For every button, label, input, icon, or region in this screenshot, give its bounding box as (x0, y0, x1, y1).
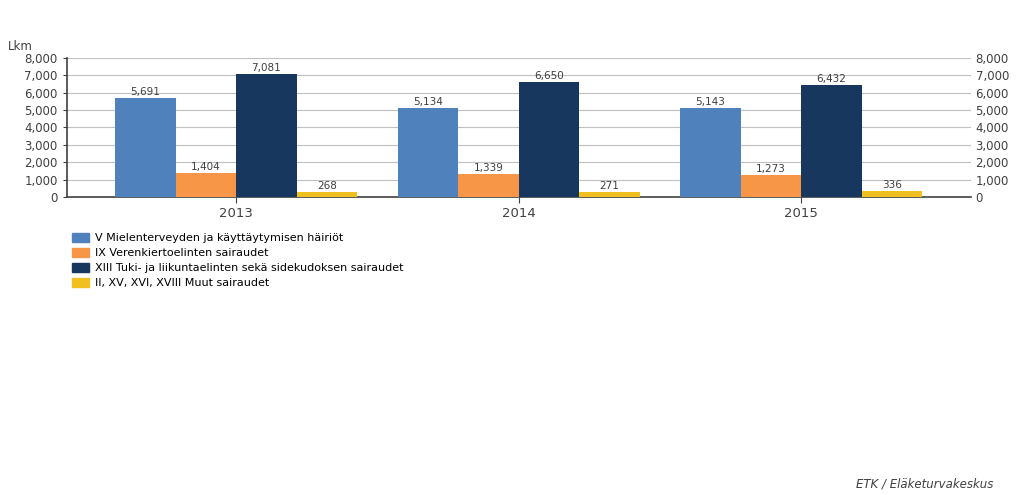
Text: 7,081: 7,081 (252, 63, 282, 73)
Bar (115, 98, 175, 197)
Bar (397, 108, 458, 197)
Bar (801, 85, 862, 197)
Text: 1,273: 1,273 (756, 164, 785, 174)
Bar (580, 192, 640, 197)
Bar (458, 174, 519, 197)
Text: Lkm: Lkm (8, 40, 33, 52)
Text: 6,432: 6,432 (816, 74, 847, 84)
Bar (297, 192, 357, 197)
Text: ETK / Eläketurvakeskus: ETK / Eläketurvakeskus (856, 477, 993, 490)
Text: 6,650: 6,650 (535, 71, 564, 81)
Bar (175, 173, 237, 197)
Bar (740, 175, 801, 197)
Bar (680, 107, 740, 197)
Bar (519, 82, 580, 197)
Text: 1,404: 1,404 (190, 161, 221, 172)
Bar (862, 191, 923, 197)
Text: 336: 336 (882, 180, 902, 190)
Text: 5,134: 5,134 (413, 97, 442, 107)
Text: 268: 268 (317, 181, 337, 191)
Text: 5,143: 5,143 (695, 97, 725, 107)
Text: 5,691: 5,691 (130, 87, 160, 97)
Text: 271: 271 (600, 181, 620, 191)
Legend: V Mielenterveyden ja käyttäytymisen häiriöt, IX Verenkiertoelinten sairaudet, XI: V Mielenterveyden ja käyttäytymisen häir… (72, 233, 404, 288)
Text: 1,339: 1,339 (473, 163, 504, 173)
Bar (237, 74, 297, 197)
